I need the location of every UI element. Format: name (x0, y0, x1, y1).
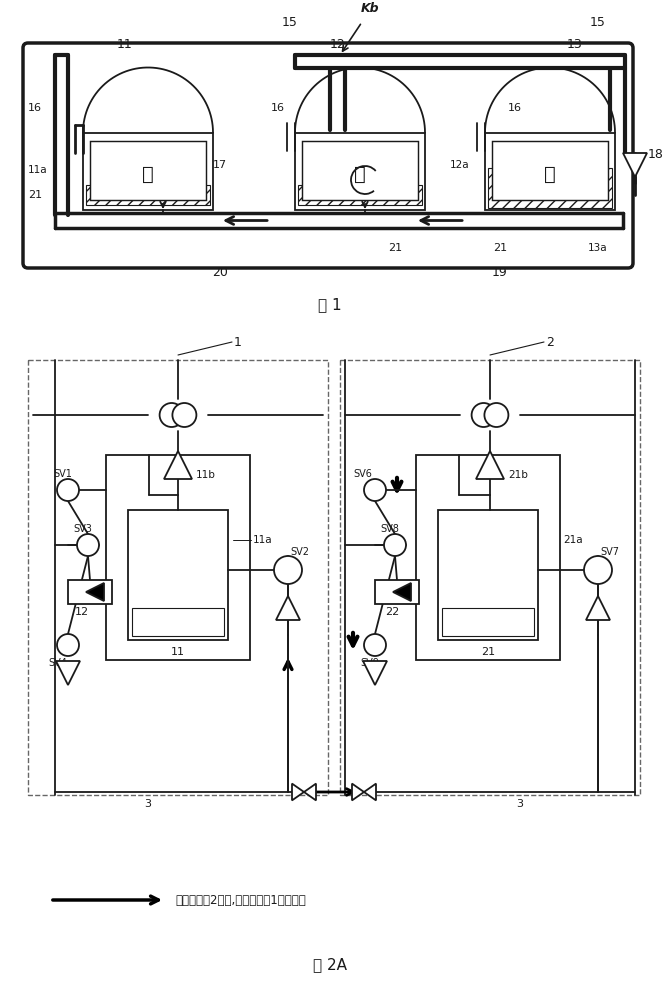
Text: 11b: 11b (196, 470, 216, 480)
Polygon shape (86, 583, 104, 601)
FancyBboxPatch shape (23, 43, 633, 268)
Text: 关: 关 (354, 165, 366, 184)
Polygon shape (393, 583, 411, 601)
Text: SV6: SV6 (353, 469, 373, 479)
Text: 16: 16 (28, 103, 42, 113)
Text: 22: 22 (385, 607, 399, 617)
Bar (83, 132, 213, 210)
Circle shape (584, 556, 612, 584)
Text: 15: 15 (282, 15, 298, 28)
Text: SV3: SV3 (74, 524, 92, 534)
Bar (340, 360, 640, 795)
Text: 21b: 21b (508, 470, 528, 480)
Bar (298, 185, 422, 205)
Text: 18: 18 (648, 148, 663, 161)
Text: 开: 开 (142, 165, 154, 184)
Polygon shape (276, 596, 300, 620)
Text: 11a: 11a (28, 165, 48, 175)
Polygon shape (363, 661, 387, 685)
Text: 16: 16 (508, 103, 522, 113)
Polygon shape (485, 68, 615, 132)
Text: 13: 13 (567, 38, 583, 51)
Text: 13a: 13a (588, 243, 608, 253)
Polygon shape (292, 784, 304, 800)
Polygon shape (364, 784, 376, 800)
Circle shape (364, 634, 386, 656)
Bar (106, 455, 250, 660)
Text: 15: 15 (590, 15, 606, 28)
Text: 2: 2 (546, 336, 554, 349)
Bar (492, 140, 608, 200)
Text: 21: 21 (28, 190, 42, 200)
Bar (485, 132, 615, 210)
Text: 图 2A: 图 2A (313, 958, 347, 972)
Text: 3: 3 (516, 799, 524, 809)
Circle shape (57, 634, 79, 656)
Text: 21: 21 (481, 647, 495, 657)
Bar (86, 185, 210, 205)
Text: SV1: SV1 (54, 469, 72, 479)
Text: 11: 11 (117, 38, 133, 51)
Text: 12a: 12a (450, 160, 470, 170)
Bar (68, 580, 112, 604)
Text: SV9: SV9 (361, 658, 379, 668)
Text: 11a: 11a (253, 535, 272, 545)
Bar (28, 360, 328, 795)
Circle shape (160, 403, 184, 427)
Bar (302, 140, 418, 200)
Text: 21: 21 (388, 243, 402, 253)
Text: 关: 关 (544, 165, 556, 184)
Bar (132, 608, 224, 636)
Text: SV4: SV4 (48, 658, 68, 668)
Text: 图 1: 图 1 (318, 298, 342, 312)
Text: 12: 12 (75, 607, 89, 617)
Circle shape (384, 534, 406, 556)
Circle shape (172, 403, 196, 427)
Text: 3: 3 (145, 799, 152, 809)
Text: 21: 21 (493, 243, 507, 253)
Polygon shape (304, 784, 316, 800)
Text: 16: 16 (271, 103, 285, 113)
Bar (90, 140, 206, 200)
Polygon shape (476, 451, 504, 479)
Circle shape (364, 479, 386, 501)
Text: 第二室外机2排油,第一室外机1吸油过程: 第二室外机2排油,第一室外机1吸油过程 (175, 894, 306, 906)
Text: 11: 11 (171, 647, 185, 657)
Polygon shape (83, 68, 213, 132)
Circle shape (485, 403, 509, 427)
Circle shape (57, 479, 79, 501)
Text: 12: 12 (330, 38, 346, 51)
Bar (438, 510, 538, 640)
Text: 17: 17 (213, 160, 227, 170)
Bar (442, 608, 534, 636)
Text: SV8: SV8 (381, 524, 399, 534)
Polygon shape (623, 153, 647, 177)
Polygon shape (164, 451, 192, 479)
Bar (488, 168, 612, 208)
Text: 21a: 21a (563, 535, 583, 545)
Text: 20: 20 (212, 265, 228, 278)
Text: 19: 19 (492, 265, 508, 278)
Polygon shape (295, 68, 425, 132)
Polygon shape (352, 784, 364, 800)
Text: 22: 22 (371, 163, 385, 173)
Text: SV7: SV7 (600, 547, 619, 557)
Circle shape (274, 556, 302, 584)
Text: 1: 1 (234, 336, 242, 349)
Bar (128, 510, 228, 640)
Bar (416, 455, 560, 660)
Bar (375, 580, 419, 604)
Bar (295, 132, 425, 210)
Polygon shape (56, 661, 80, 685)
Polygon shape (586, 596, 610, 620)
Text: SV2: SV2 (290, 547, 309, 557)
Circle shape (471, 403, 496, 427)
Text: Kb: Kb (361, 1, 379, 14)
Circle shape (77, 534, 99, 556)
